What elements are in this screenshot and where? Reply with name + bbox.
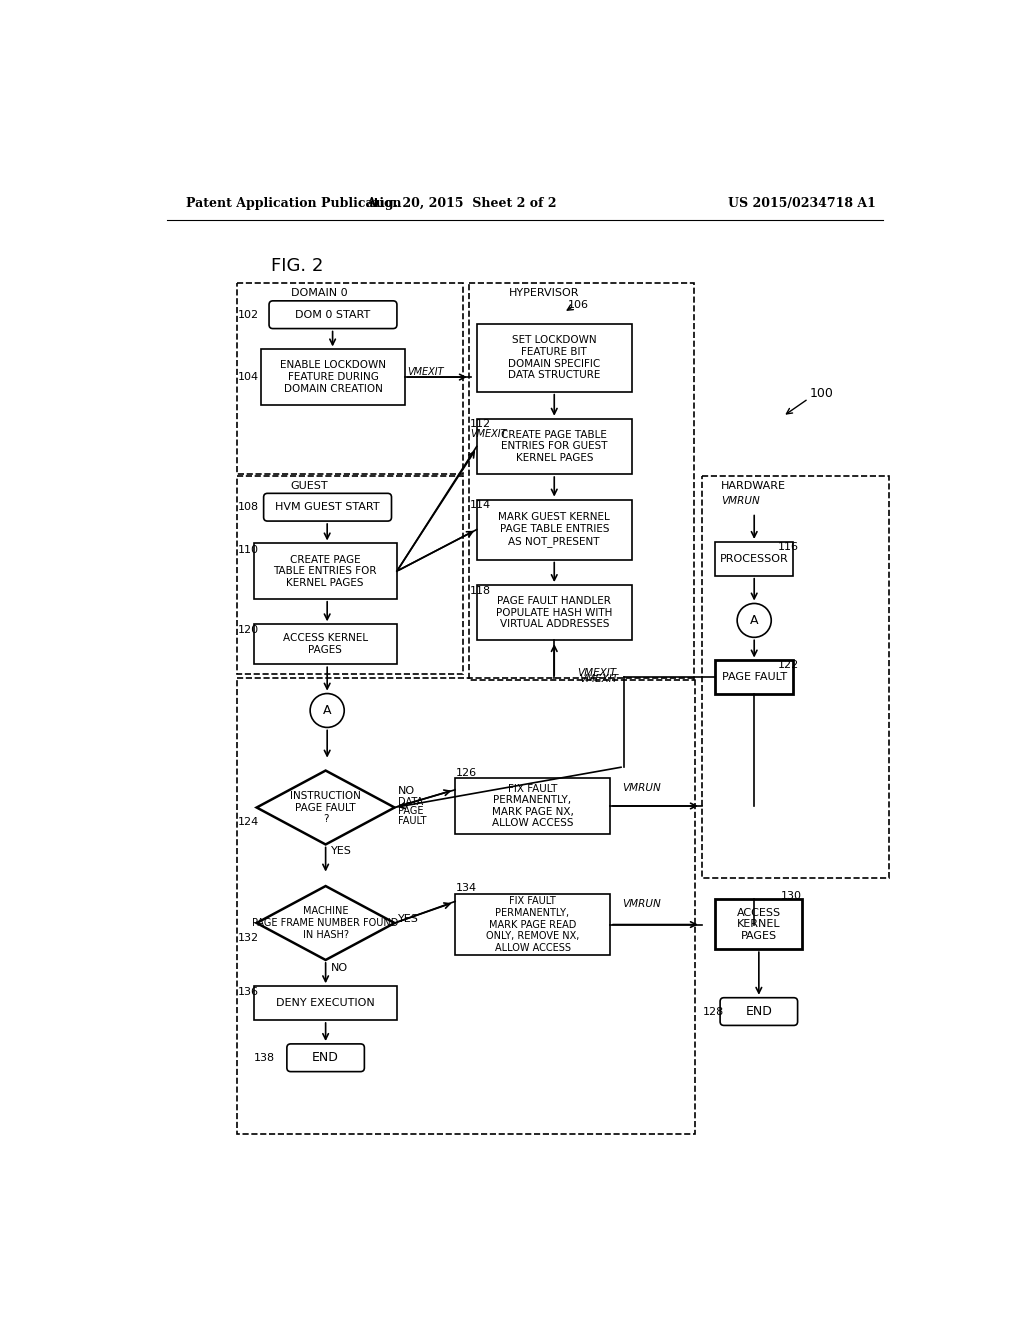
Text: VMRUN: VMRUN bbox=[721, 496, 760, 506]
Text: 134: 134 bbox=[456, 883, 477, 894]
Text: 114: 114 bbox=[470, 500, 490, 510]
Text: ENABLE LOCKDOWN
FEATURE DURING
DOMAIN CREATION: ENABLE LOCKDOWN FEATURE DURING DOMAIN CR… bbox=[280, 360, 386, 393]
FancyBboxPatch shape bbox=[263, 494, 391, 521]
Text: 100: 100 bbox=[810, 387, 834, 400]
Text: A: A bbox=[750, 614, 759, 627]
Text: 102: 102 bbox=[238, 310, 259, 319]
Text: INSTRUCTION
PAGE FAULT
?: INSTRUCTION PAGE FAULT ? bbox=[290, 791, 361, 824]
Text: CREATE PAGE TABLE
ENTRIES FOR GUEST
KERNEL PAGES: CREATE PAGE TABLE ENTRIES FOR GUEST KERN… bbox=[501, 430, 607, 463]
Bar bbox=[261, 350, 404, 405]
Text: HVM GUEST START: HVM GUEST START bbox=[275, 502, 380, 512]
Text: 110: 110 bbox=[238, 545, 259, 554]
Bar bbox=[237, 284, 463, 474]
FancyBboxPatch shape bbox=[287, 1044, 365, 1072]
Text: DENY EXECUTION: DENY EXECUTION bbox=[275, 998, 375, 1008]
Text: 130: 130 bbox=[780, 891, 802, 902]
Text: FIX FAULT
PERMANENTLY,
MARK PAGE READ
ONLY, REMOVE NX,
ALLOW ACCESS: FIX FAULT PERMANENTLY, MARK PAGE READ ON… bbox=[485, 896, 580, 953]
Bar bbox=[237, 477, 463, 673]
Text: 120: 120 bbox=[238, 626, 259, 635]
Bar bbox=[716, 899, 802, 949]
Text: PAGE FAULT: PAGE FAULT bbox=[722, 672, 786, 682]
Bar bbox=[477, 323, 632, 392]
Polygon shape bbox=[257, 886, 394, 960]
Text: VMEXIT: VMEXIT bbox=[578, 668, 616, 677]
Text: DOM 0 START: DOM 0 START bbox=[295, 310, 371, 319]
Text: 126: 126 bbox=[456, 768, 477, 777]
Text: ACCESS
KERNEL
PAGES: ACCESS KERNEL PAGES bbox=[737, 908, 781, 941]
Text: 118: 118 bbox=[470, 586, 490, 597]
Bar bbox=[477, 418, 632, 474]
Text: 106: 106 bbox=[567, 300, 589, 310]
Bar bbox=[716, 543, 793, 576]
Text: MACHINE
PAGE FRAME NUMBER FOUND
IN HASH?: MACHINE PAGE FRAME NUMBER FOUND IN HASH? bbox=[253, 907, 398, 940]
FancyBboxPatch shape bbox=[269, 301, 397, 329]
Text: 138: 138 bbox=[254, 1053, 275, 1063]
Text: GUEST: GUEST bbox=[291, 480, 329, 491]
Text: 112: 112 bbox=[470, 418, 490, 429]
Text: FIX FAULT
PERMANENTLY,
MARK PAGE NX,
ALLOW ACCESS: FIX FAULT PERMANENTLY, MARK PAGE NX, ALL… bbox=[492, 784, 573, 829]
Text: Aug. 20, 2015  Sheet 2 of 2: Aug. 20, 2015 Sheet 2 of 2 bbox=[366, 197, 556, 210]
Text: 122: 122 bbox=[777, 660, 799, 671]
Text: YES: YES bbox=[331, 846, 352, 857]
Text: 132: 132 bbox=[238, 933, 259, 942]
Text: END: END bbox=[312, 1051, 339, 1064]
Bar bbox=[237, 678, 695, 1134]
Text: MARK GUEST KERNEL
PAGE TABLE ENTRIES
AS NOT_PRESENT: MARK GUEST KERNEL PAGE TABLE ENTRIES AS … bbox=[499, 512, 610, 546]
Text: A: A bbox=[323, 704, 332, 717]
Bar bbox=[455, 894, 610, 956]
Text: 136: 136 bbox=[238, 987, 259, 998]
Text: DATA: DATA bbox=[397, 797, 423, 807]
Text: PAGE FAULT HANDLER
POPULATE HASH WITH
VIRTUAL ADDRESSES: PAGE FAULT HANDLER POPULATE HASH WITH VI… bbox=[496, 597, 612, 630]
Text: ACCESS KERNEL
PAGES: ACCESS KERNEL PAGES bbox=[283, 634, 368, 655]
Bar bbox=[469, 284, 693, 680]
Text: END: END bbox=[745, 1005, 772, 1018]
Text: FIG. 2: FIG. 2 bbox=[270, 257, 324, 275]
Bar bbox=[254, 624, 397, 664]
Text: PROCESSOR: PROCESSOR bbox=[720, 554, 788, 564]
Text: NO: NO bbox=[331, 964, 348, 973]
Polygon shape bbox=[257, 771, 394, 845]
Text: DOMAIN 0: DOMAIN 0 bbox=[291, 288, 347, 298]
Text: SET LOCKDOWN
FEATURE BIT
DOMAIN SPECIFIC
DATA STRUCTURE: SET LOCKDOWN FEATURE BIT DOMAIN SPECIFIC… bbox=[508, 335, 600, 380]
Text: HARDWARE: HARDWARE bbox=[721, 480, 785, 491]
Bar bbox=[701, 477, 889, 878]
Text: 128: 128 bbox=[703, 1007, 724, 1016]
Text: VMEXIT: VMEXIT bbox=[470, 429, 507, 440]
Text: 124: 124 bbox=[238, 817, 259, 828]
Bar bbox=[477, 499, 632, 560]
Text: VMRUN: VMRUN bbox=[623, 899, 662, 908]
Text: VMEXIT: VMEXIT bbox=[407, 367, 443, 378]
Bar bbox=[455, 779, 610, 834]
Circle shape bbox=[310, 693, 344, 727]
Bar bbox=[477, 585, 632, 640]
Text: 104: 104 bbox=[238, 372, 259, 381]
Text: VMRUN: VMRUN bbox=[623, 783, 662, 793]
Text: VMEXIT: VMEXIT bbox=[579, 675, 618, 684]
Bar bbox=[254, 544, 397, 599]
Text: HYPERVISOR: HYPERVISOR bbox=[509, 288, 580, 298]
Text: YES: YES bbox=[397, 915, 419, 924]
Text: CREATE PAGE
TABLE ENTRIES FOR
KERNEL PAGES: CREATE PAGE TABLE ENTRIES FOR KERNEL PAG… bbox=[273, 554, 377, 587]
Bar bbox=[716, 660, 793, 694]
Text: 116: 116 bbox=[777, 543, 799, 552]
Text: FAULT: FAULT bbox=[397, 816, 426, 825]
Text: Patent Application Publication: Patent Application Publication bbox=[186, 197, 401, 210]
FancyBboxPatch shape bbox=[720, 998, 798, 1026]
Text: NO: NO bbox=[397, 787, 415, 796]
Text: PAGE: PAGE bbox=[397, 807, 423, 816]
Circle shape bbox=[737, 603, 771, 638]
Bar bbox=[254, 986, 397, 1020]
Text: US 2015/0234718 A1: US 2015/0234718 A1 bbox=[728, 197, 877, 210]
Text: 108: 108 bbox=[238, 502, 259, 512]
